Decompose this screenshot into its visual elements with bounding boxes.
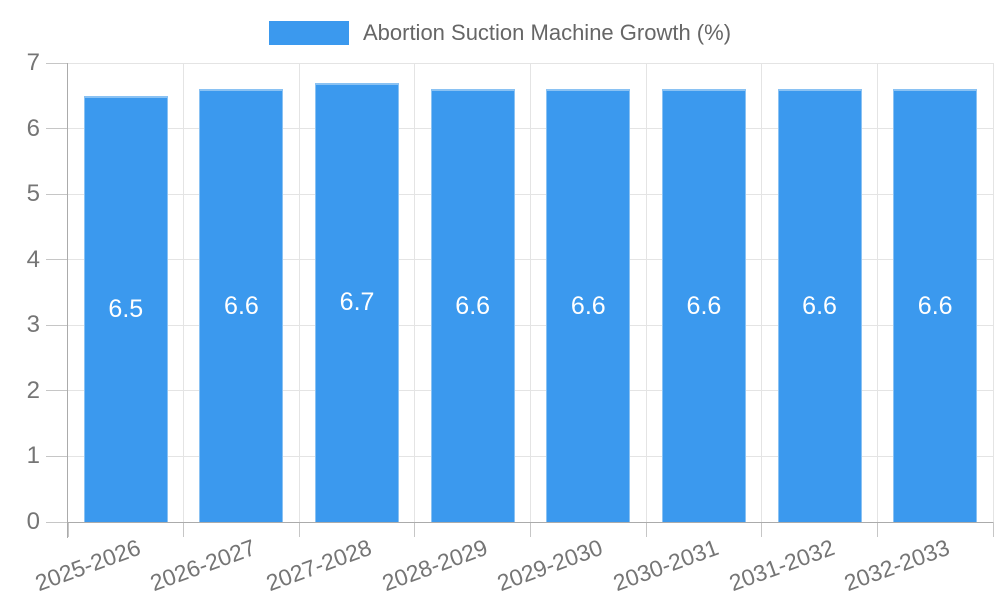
bar-value-label: 6.5 bbox=[108, 294, 144, 323]
x-tick-mark bbox=[530, 522, 531, 537]
y-tick-mark bbox=[46, 259, 68, 261]
y-tick-label: 2 bbox=[26, 376, 40, 404]
x-tick-label: 2026-2027 bbox=[147, 534, 260, 597]
gridline-vertical bbox=[298, 63, 300, 522]
gridline-vertical bbox=[414, 63, 416, 522]
y-tick-mark bbox=[46, 324, 68, 326]
legend-label: Abortion Suction Machine Growth (%) bbox=[362, 20, 732, 45]
bar[interactable] bbox=[83, 95, 168, 522]
chart-legend[interactable]: Abortion Suction Machine Growth (%) bbox=[0, 20, 1000, 46]
plot-area: 0 1 2 3 4 5 6 7 6.5 2025-2026 6.6 2026-2027 6.7 2027-… bbox=[27, 49, 994, 596]
bar-value-label: 6.6 bbox=[570, 291, 606, 320]
bar[interactable] bbox=[893, 89, 978, 522]
x-axis-line bbox=[68, 521, 993, 523]
y-tick-mark bbox=[46, 390, 68, 392]
y-tick-mark bbox=[46, 455, 68, 457]
bar-value-label: 6.6 bbox=[455, 291, 491, 320]
x-tick-mark bbox=[876, 522, 878, 537]
y-tick-label: 1 bbox=[26, 442, 40, 470]
bar[interactable] bbox=[546, 89, 631, 522]
y-tick-label: 6 bbox=[26, 114, 40, 142]
y-tick-label: 4 bbox=[26, 245, 40, 273]
y-axis-line bbox=[67, 63, 68, 538]
x-tick-label: 2028-2029 bbox=[378, 534, 491, 597]
x-tick-label: 2029-2030 bbox=[493, 534, 607, 597]
legend-swatch bbox=[268, 21, 349, 45]
y-tick-label: 0 bbox=[26, 508, 40, 535]
gridline-vertical bbox=[530, 63, 531, 522]
bar[interactable] bbox=[199, 89, 284, 522]
bar[interactable] bbox=[430, 89, 515, 522]
bar-value-label: 6.7 bbox=[339, 288, 375, 317]
bar[interactable] bbox=[777, 89, 862, 522]
x-tick-label: 2031-2032 bbox=[725, 534, 838, 597]
y-tick-mark bbox=[46, 521, 68, 523]
x-tick-mark bbox=[761, 522, 763, 537]
bar-value-label: 6.6 bbox=[802, 291, 837, 320]
x-tick-mark bbox=[414, 522, 416, 537]
x-tick-label: 2032-2033 bbox=[840, 534, 954, 597]
gridline-vertical bbox=[876, 63, 878, 522]
x-tick-mark bbox=[645, 522, 647, 537]
x-tick-label: 2030-2031 bbox=[609, 534, 722, 597]
gridline-vertical bbox=[183, 63, 185, 522]
bar[interactable] bbox=[315, 82, 400, 522]
y-tick-label: 3 bbox=[26, 311, 40, 339]
y-tick-mark bbox=[46, 193, 68, 195]
gridline-vertical bbox=[645, 63, 647, 522]
x-tick-label: 2027-2028 bbox=[262, 534, 375, 597]
x-tick-label: 2025-2026 bbox=[31, 534, 144, 597]
x-tick-mark bbox=[67, 522, 69, 537]
x-tick-mark bbox=[298, 522, 300, 537]
y-tick-mark bbox=[46, 128, 68, 130]
y-tick-label: 7 bbox=[26, 49, 40, 76]
x-tick-mark bbox=[183, 522, 185, 537]
bar-value-label: 6.6 bbox=[686, 291, 722, 320]
bar-value-label: 6.6 bbox=[224, 291, 259, 320]
gridline-vertical bbox=[992, 63, 994, 522]
gridline-vertical bbox=[761, 63, 763, 522]
y-tick-label: 5 bbox=[26, 180, 40, 208]
x-tick-mark bbox=[992, 522, 994, 537]
bar[interactable] bbox=[661, 89, 746, 522]
bar-value-label: 6.6 bbox=[917, 291, 953, 320]
y-tick-mark bbox=[46, 62, 68, 64]
